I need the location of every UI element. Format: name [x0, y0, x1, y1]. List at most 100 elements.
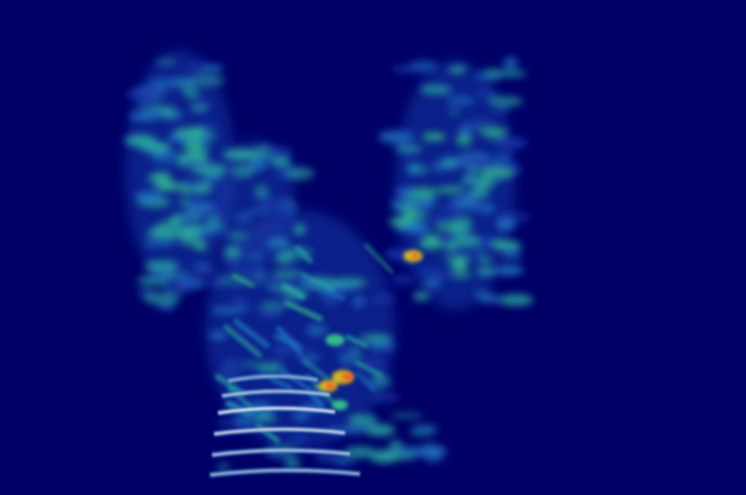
left-column-blob	[129, 112, 161, 121]
left-column-blob	[126, 87, 156, 101]
harmonic-lines	[209, 373, 361, 478]
right-column-bright-blob	[476, 127, 509, 135]
left-column-blob	[180, 210, 196, 222]
left-column-blob	[178, 270, 191, 280]
harmonic-line	[213, 428, 346, 435]
diagonal-streak	[345, 335, 369, 348]
lower-blob	[306, 323, 328, 337]
right-column-bright-blob	[408, 164, 430, 175]
center-blob	[279, 204, 297, 218]
center-blob	[231, 164, 255, 179]
center-blob	[235, 211, 251, 225]
right-column-bright-blob	[455, 134, 473, 146]
right-column-blob	[484, 68, 503, 79]
right-column-blob	[429, 215, 460, 224]
left-column-blob	[137, 99, 157, 112]
lower-blob	[292, 411, 309, 422]
left-column-blob	[134, 190, 164, 201]
left-column-blob	[161, 111, 176, 119]
left-column-blob	[202, 64, 224, 72]
lower-blob	[350, 358, 386, 370]
left-column-bright-blob	[179, 185, 191, 194]
harmonic-line	[209, 469, 361, 476]
left-column-blob	[191, 163, 228, 176]
right-column-bright-blob	[402, 212, 428, 219]
right-column-bright-blob	[412, 186, 439, 198]
right-column-bright-blob	[462, 172, 480, 186]
right-column-blob	[495, 105, 509, 116]
left-column-bright-blob	[192, 182, 214, 195]
lower-right-blob	[348, 414, 378, 426]
center-blob	[245, 253, 265, 260]
harmonic-line	[227, 375, 319, 382]
right-column-bright-blob	[442, 159, 458, 168]
hotspot	[411, 253, 419, 259]
right-column-blob	[498, 149, 513, 157]
right-column-blob	[448, 109, 461, 116]
left-column-blob	[206, 215, 222, 229]
right-column-bright-blob	[436, 185, 465, 195]
diagonal-streak	[284, 300, 323, 321]
diagonal-streak	[275, 326, 303, 352]
left-column-blob	[191, 98, 212, 108]
left-column-bright-blob	[179, 235, 198, 247]
lower-blob	[259, 301, 287, 311]
lower-blob	[343, 446, 376, 458]
lower-right-blob	[389, 440, 403, 448]
lower-blob	[370, 391, 400, 404]
right-column-bright-blob	[388, 216, 417, 227]
left-column-bright-blob	[150, 142, 169, 155]
right-column-bright-blob	[450, 258, 468, 271]
right-column-blob	[500, 267, 519, 276]
diagonal-streak	[298, 278, 347, 302]
right-column-blob	[388, 277, 421, 284]
right-column-bright-blob	[478, 172, 490, 183]
right-column-bright-blob	[483, 167, 515, 180]
harmonic-line	[211, 449, 351, 456]
center-blob	[257, 203, 285, 213]
lower-blob	[232, 415, 254, 425]
lower-blob	[371, 294, 396, 304]
lower-blob	[208, 331, 228, 340]
right-column-bright-blob	[394, 145, 423, 152]
lower-blob	[273, 343, 295, 356]
left-column-bright-blob	[158, 220, 176, 231]
right-column-bright-blob	[478, 256, 492, 265]
lower-blob	[359, 334, 393, 343]
right-column-blob	[378, 130, 415, 144]
lower-blob	[217, 462, 230, 472]
center-blob	[246, 264, 266, 278]
diagonal-streak	[279, 333, 303, 357]
center-blob	[223, 245, 242, 259]
right-column-blob	[452, 65, 468, 72]
lower-blob	[338, 353, 354, 367]
lower-blob	[253, 412, 277, 424]
lower-blob	[256, 362, 285, 374]
center-blob	[270, 157, 292, 166]
center-blob	[227, 231, 249, 241]
harmonic-line	[217, 407, 336, 414]
lower-blob	[211, 306, 245, 315]
lower-blob	[217, 275, 250, 286]
left-column-blob	[177, 197, 192, 207]
harmonic-line	[221, 390, 331, 397]
hotspots	[318, 250, 423, 410]
left-column-blob	[161, 271, 181, 280]
left-column-blob	[161, 283, 191, 295]
center-blob	[264, 146, 294, 159]
center-blob	[265, 238, 289, 248]
lower-blob	[291, 434, 307, 443]
left-column-blob	[185, 62, 210, 73]
right-column-blob	[412, 291, 430, 301]
right-column-blob	[498, 209, 531, 224]
lower-blob	[333, 341, 364, 355]
lower-right-blob	[365, 424, 396, 437]
right-column-blob	[446, 96, 474, 106]
lower-blob	[216, 419, 235, 427]
right-column-blob	[501, 253, 522, 262]
lower-right-blob	[390, 412, 424, 419]
right-column-bright-blob	[422, 133, 446, 141]
left-column-blob	[144, 292, 180, 305]
